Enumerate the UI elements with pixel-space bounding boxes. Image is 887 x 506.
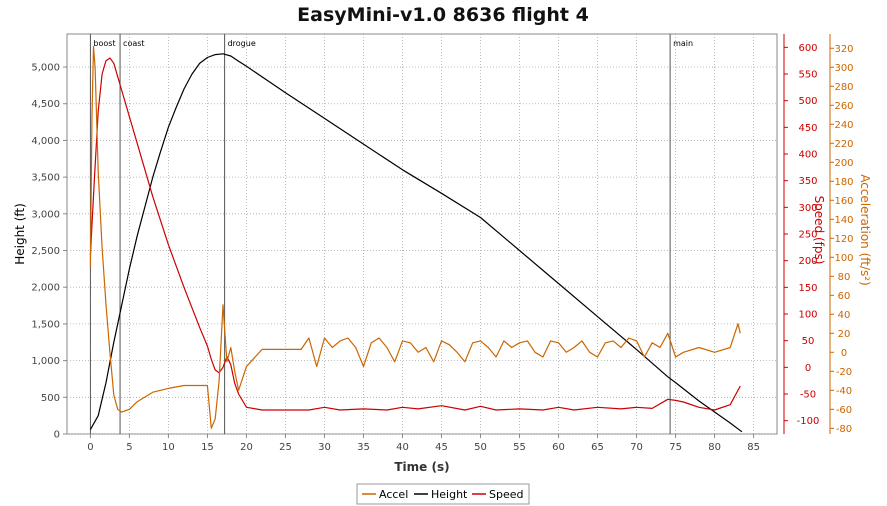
- speed-tick-label: 400: [798, 150, 817, 161]
- accel-tick-label: 200: [834, 158, 853, 169]
- accel-tick-label: 60: [838, 291, 851, 302]
- speed-tick-label: 0: [805, 363, 811, 374]
- speed-tick-label: 200: [798, 256, 817, 267]
- x-axis: 0 5 10 15 20 25 30 35 40 45 50 55 60 65 70 75 80 85: [87, 434, 760, 453]
- grid: [67, 34, 777, 435]
- height-tick-label: 4,500: [31, 99, 60, 110]
- speed-tick-label: 450: [798, 123, 817, 134]
- accel-axis-label: Acceleration (ft/s²): [858, 174, 872, 286]
- height-tick-label: 4,000: [31, 136, 60, 147]
- height-tick-label: 0: [54, 430, 60, 441]
- accel-tick-label: 320: [834, 44, 853, 55]
- legend: Accel Height Speed: [356, 483, 530, 505]
- accel-tick-label: 20: [838, 329, 851, 340]
- event-markers: boost coast drogue main: [89, 34, 693, 434]
- height-tick-label: 2,000: [31, 283, 60, 294]
- accel-axis: -80 -60 -40 -20 0 20 40 60 80 100 120 140 160 180 200 2…: [829, 34, 854, 435]
- height-axis-label: Height (ft): [13, 203, 27, 265]
- accel-tick-label: 280: [834, 82, 853, 93]
- accel-tick-label: 100: [834, 253, 853, 264]
- event-label-coast: coast: [123, 39, 145, 48]
- speed-tick-label: 550: [798, 70, 817, 81]
- accel-tick-label: -80: [836, 424, 852, 435]
- x-tick-label: 50: [474, 442, 487, 453]
- accel-tick-label: 0: [841, 348, 847, 359]
- accel-tick-label: 160: [834, 196, 853, 207]
- x-tick-label: 80: [708, 442, 721, 453]
- series-line-speed: [89, 57, 741, 411]
- accel-tick-label: 120: [834, 234, 853, 245]
- x-tick-label: 70: [630, 442, 643, 453]
- x-tick-label: 60: [552, 442, 565, 453]
- accel-tick-label: 260: [834, 101, 853, 112]
- x-axis-label: Time (s): [394, 460, 449, 474]
- speed-tick-label: 300: [798, 203, 817, 214]
- plot-area: [66, 33, 778, 435]
- height-tick-label: 5,000: [31, 63, 60, 74]
- speed-tick-label: -100: [797, 416, 820, 427]
- x-tick-label: 35: [357, 442, 370, 453]
- chart-title: EasyMini-v1.0 8636 flight 4: [297, 4, 589, 26]
- legend-box: [356, 483, 530, 505]
- speed-tick-label: 500: [798, 96, 817, 107]
- legend-label-accel: Accel: [379, 488, 408, 501]
- x-tick-label: 45: [435, 442, 448, 453]
- speed-tick-label: 50: [802, 336, 815, 347]
- x-tick-label: 85: [747, 442, 760, 453]
- height-tick-label: 500: [41, 393, 60, 404]
- x-tick-label: 75: [669, 442, 682, 453]
- x-tick-label: 20: [240, 442, 253, 453]
- accel-tick-label: -20: [836, 367, 852, 378]
- speed-tick-label: -50: [800, 390, 816, 401]
- height-axis: 0 500 1,000 1,500 2,000 2,500 3,000 3,500 4,000 4…: [31, 63, 67, 441]
- height-tick-label: 1,000: [31, 356, 60, 367]
- speed-tick-label: 600: [798, 43, 817, 54]
- accel-tick-label: 220: [834, 139, 853, 150]
- x-tick-label: 25: [279, 442, 292, 453]
- accel-tick-label: -40: [836, 386, 852, 397]
- accel-tick-label: 240: [834, 120, 853, 131]
- height-tick-label: 2,500: [31, 246, 60, 257]
- x-tick-label: 30: [318, 442, 331, 453]
- speed-tick-label: 250: [798, 230, 817, 241]
- event-label-boost: boost: [93, 39, 115, 48]
- x-tick-label: 15: [201, 442, 214, 453]
- height-tick-label: 3,500: [31, 173, 60, 184]
- series-line-accel: [89, 45, 741, 429]
- event-label-drogue: drogue: [228, 39, 256, 48]
- legend-label-height: Height: [431, 488, 468, 501]
- event-label-main: main: [673, 39, 693, 48]
- height-tick-label: 1,500: [31, 319, 60, 330]
- accel-tick-label: 300: [834, 63, 853, 74]
- series-lines: [89, 45, 743, 433]
- series-line-height: [89, 53, 743, 433]
- speed-tick-label: 350: [798, 176, 817, 187]
- x-tick-label: 0: [87, 442, 93, 453]
- speed-axis-label: Speed (fps): [812, 196, 826, 265]
- x-tick-label: 10: [162, 442, 175, 453]
- accel-tick-label: 80: [838, 272, 851, 283]
- x-tick-label: 5: [126, 442, 132, 453]
- accel-tick-label: 140: [834, 215, 853, 226]
- accel-tick-label: 40: [838, 310, 851, 321]
- speed-tick-label: 150: [798, 283, 817, 294]
- legend-label-speed: Speed: [489, 488, 523, 501]
- x-tick-label: 55: [513, 442, 526, 453]
- speed-axis: -100 -50 0 50 100 150 200 250 300 350 400 450 500 550…: [783, 34, 820, 434]
- accel-tick-label: -60: [836, 405, 852, 416]
- x-tick-label: 65: [591, 442, 604, 453]
- x-tick-label: 40: [396, 442, 409, 453]
- height-tick-label: 3,000: [31, 209, 60, 220]
- speed-tick-label: 100: [798, 310, 817, 321]
- accel-tick-label: 180: [834, 177, 853, 188]
